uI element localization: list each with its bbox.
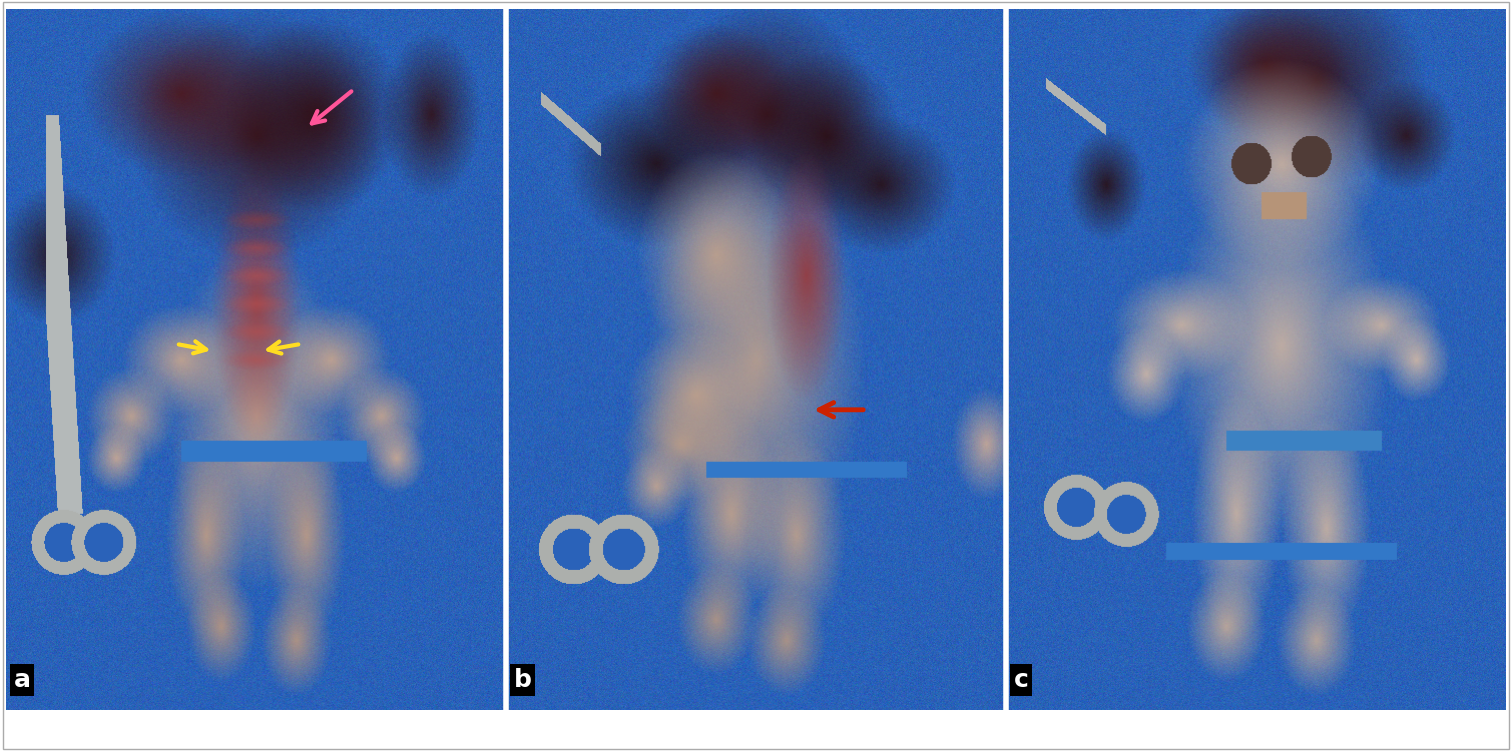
Text: a: a: [14, 668, 30, 692]
Text: b: b: [514, 668, 531, 692]
Text: c: c: [1013, 668, 1028, 692]
